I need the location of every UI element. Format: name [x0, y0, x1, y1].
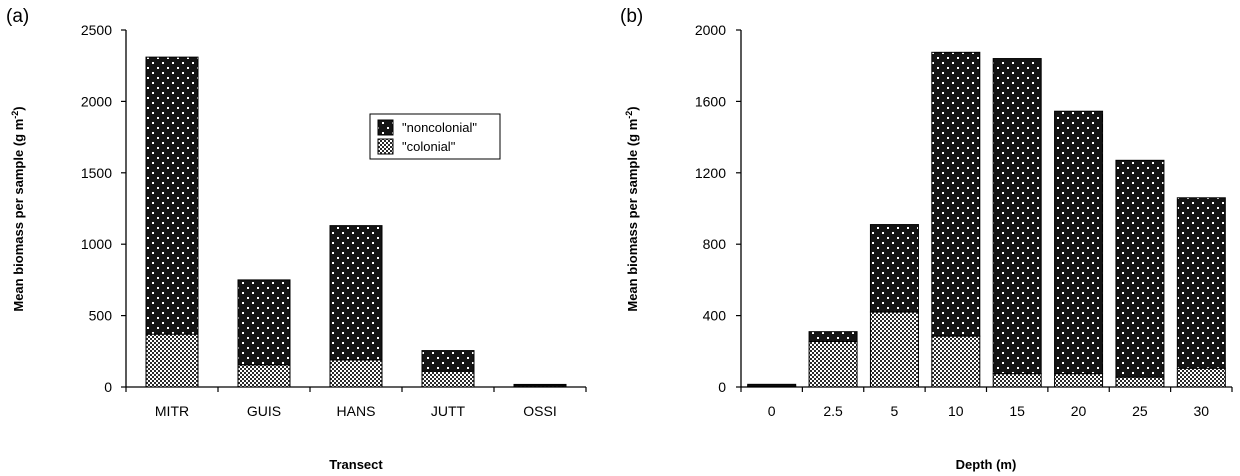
y-tick-label: 400: [703, 308, 727, 324]
y-axis-label-a: Mean biomass per sample (g m-2): [10, 106, 26, 311]
legend-swatch-noncolonial: [378, 120, 393, 135]
panel-label-b: (b): [620, 6, 643, 27]
legend-label-colonial: "colonial": [402, 139, 456, 154]
x-tick-label: MITR: [155, 403, 189, 419]
x-tick-label: OSSI: [523, 403, 556, 419]
bar-noncolonial-0: [748, 384, 796, 386]
x-tick-label: 5: [891, 403, 899, 419]
bar-colonial-25: [1116, 377, 1164, 387]
x-tick-label: 20: [1071, 403, 1087, 419]
y-tick-label: 1200: [695, 165, 726, 181]
bar-colonial-20: [1055, 374, 1103, 387]
x-tick-label: 30: [1194, 403, 1210, 419]
x-tick-label: HANS: [337, 403, 376, 419]
x-tick-label: GUIS: [247, 403, 281, 419]
x-axis-label-a: Transect: [329, 457, 383, 472]
bar-noncolonial-HANS: [330, 226, 382, 360]
legend-a: "noncolonial" "colonial": [370, 114, 500, 159]
bar-noncolonial-20: [1055, 111, 1103, 373]
y-tick-label: 1600: [695, 93, 726, 109]
x-tick-label: 25: [1132, 403, 1148, 419]
bar-colonial-5: [870, 312, 918, 387]
bar-noncolonial-30: [1177, 198, 1225, 368]
y-axis-label-b: Mean biomass per sample (g m-2): [624, 106, 640, 311]
bar-colonial-30: [1177, 368, 1225, 387]
x-tick-label: 0: [768, 403, 776, 419]
bar-colonial-HANS: [330, 360, 382, 387]
bar-noncolonial-MITR: [146, 57, 198, 334]
bar-noncolonial-2.5: [809, 332, 857, 342]
bar-noncolonial-JUTT: [422, 351, 474, 372]
bar-noncolonial-10: [932, 52, 980, 336]
chart-panel-a: (a) 0 500 1000 1500 2000 2500 MITR GUIS HANS JUT…: [6, 6, 586, 472]
bar-noncolonial-5: [870, 225, 918, 312]
x-axis-label-b: Depth (m): [956, 457, 1017, 472]
bar-noncolonial-15: [993, 59, 1041, 374]
y-tick-label: 1000: [81, 236, 112, 252]
y-tick-label: 2000: [695, 22, 726, 38]
bar-colonial-JUTT: [422, 371, 474, 387]
bar-colonial-GUIS: [238, 365, 290, 387]
bar-colonial-15: [993, 374, 1041, 387]
y-tick-label: 1500: [81, 165, 112, 181]
y-tick-label: 800: [703, 236, 727, 252]
panel-label-a: (a): [6, 6, 29, 27]
x-tick-label: JUTT: [431, 403, 466, 419]
bar-colonial-2.5: [809, 341, 857, 387]
legend-label-noncolonial: "noncolonial": [402, 120, 477, 135]
y-tick-label: 0: [718, 379, 726, 395]
legend-swatch-colonial: [378, 139, 393, 154]
x-tick-label: 2.5: [823, 403, 843, 419]
bar-colonial-10: [932, 336, 980, 387]
bar-colonial-MITR: [146, 334, 198, 387]
x-tick-label: 15: [1009, 403, 1025, 419]
bar-noncolonial-OSSI: [514, 384, 566, 385]
y-tick-label: 500: [89, 308, 113, 324]
x-tick-label: 10: [948, 403, 964, 419]
bar-noncolonial-GUIS: [238, 280, 290, 365]
y-tick-label: 0: [104, 379, 112, 395]
bar-noncolonial-25: [1116, 160, 1164, 377]
y-tick-label: 2500: [81, 22, 112, 38]
y-tick-label: 2000: [81, 93, 112, 109]
